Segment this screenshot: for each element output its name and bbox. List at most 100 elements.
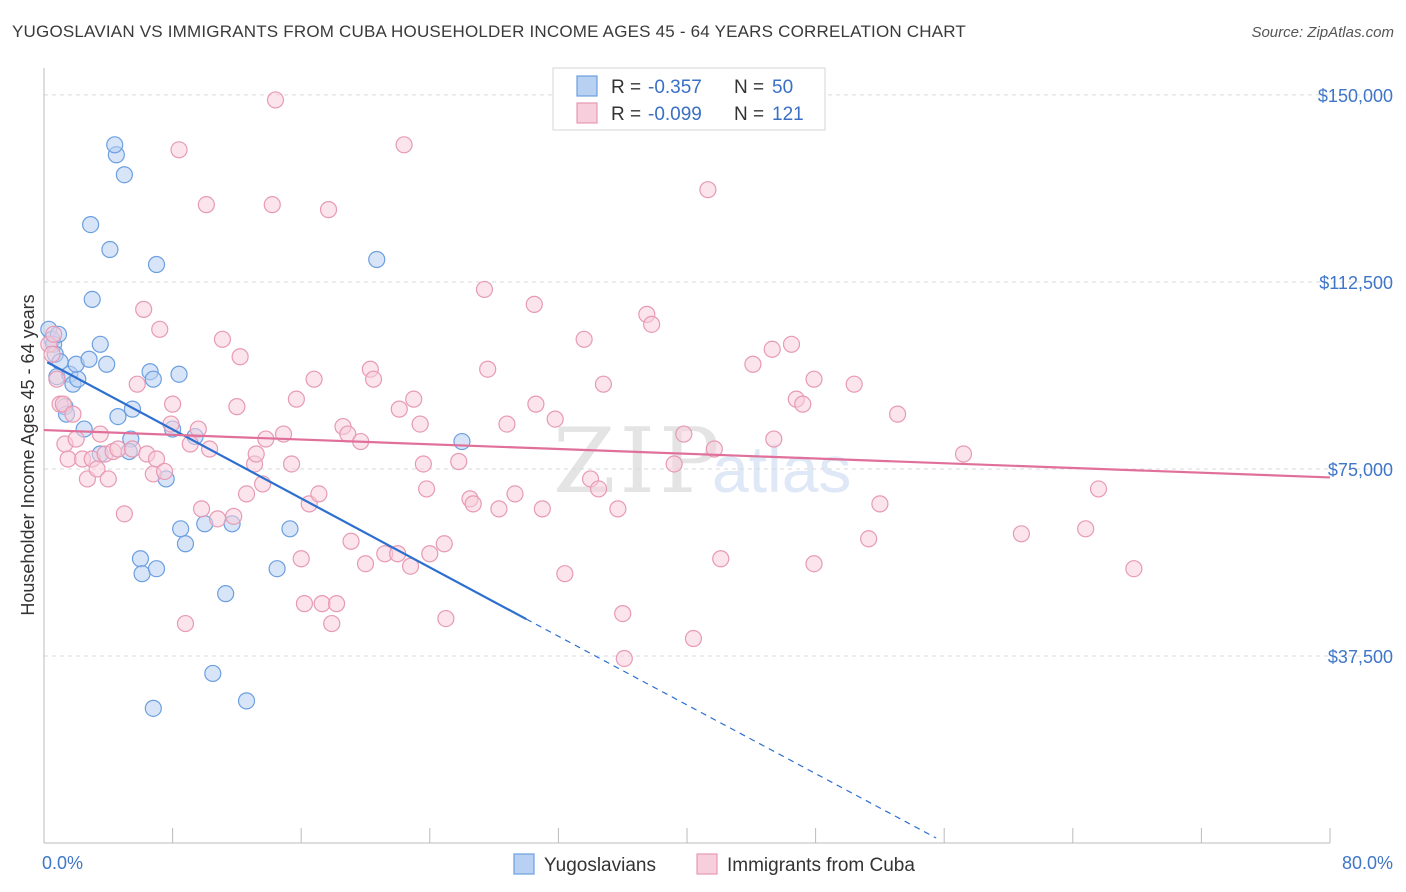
cuba-point <box>575 330 593 348</box>
y-tick-label: $112,500 <box>1319 273 1393 293</box>
cuba-point <box>527 395 545 413</box>
x-tick-label-min: 0.0% <box>42 853 83 873</box>
cuba-point <box>209 510 227 528</box>
cuba-point <box>313 595 331 613</box>
yugoslavian-point <box>131 550 150 568</box>
series-immigrants-from-cuba <box>40 91 1143 668</box>
legend-box <box>552 67 826 131</box>
legend-n-label-1: N = <box>734 77 764 98</box>
cuba-point <box>88 460 106 478</box>
cuba-point <box>231 348 249 366</box>
cuba-point <box>295 595 314 613</box>
yugoslavian-point <box>133 565 151 583</box>
yugoslavian-point <box>237 692 256 710</box>
cuba-point <box>109 440 127 458</box>
cuba-point <box>744 355 762 373</box>
cuba-point <box>176 614 195 633</box>
series-legend: Yugoslavians Immigrants from Cuba <box>513 853 915 876</box>
bottom-legend-swatch-cuba <box>696 853 718 875</box>
yugoslavian-point <box>109 408 127 426</box>
cuba-point <box>435 535 453 553</box>
cuba-point <box>437 609 455 628</box>
cuba-point <box>464 495 482 513</box>
yugoslavian-point <box>147 255 166 274</box>
watermark: ZIP atlas <box>553 409 851 514</box>
cuba-point <box>45 325 63 343</box>
legend-swatch-cuba <box>576 102 598 124</box>
yugoslavian-point <box>83 290 101 309</box>
y-axis-label: Householder Income Ages 45 - 64 years <box>18 294 38 615</box>
chart-title: YUGOSLAVIAN VS IMMIGRANTS FROM CUBA HOUS… <box>12 22 967 41</box>
yugoslavian-point <box>268 560 286 578</box>
cuba-point <box>228 398 246 416</box>
yugoslavian-point <box>115 166 133 184</box>
cuba-point <box>475 280 494 299</box>
legend-r-value-1: -0.357 <box>648 77 702 98</box>
yugoslavian-point <box>98 355 116 373</box>
cuba-point <box>421 545 439 563</box>
y-tick-label: $75,000 <box>1328 460 1393 480</box>
yugoslavian-point <box>281 520 299 538</box>
cuba-point <box>643 315 661 333</box>
cuba-point <box>888 405 907 423</box>
cuba-point <box>282 455 301 473</box>
watermark-zip: ZIP <box>553 409 724 514</box>
cuba-point <box>364 370 383 388</box>
cuba-point <box>699 181 717 199</box>
cuba-point <box>609 500 627 518</box>
cuba-point <box>805 555 823 573</box>
correlation-legend: R = -0.357 N = 50 R = -0.099 N = 121 <box>552 67 826 131</box>
cuba-point <box>479 360 497 378</box>
cuba-point <box>860 530 878 548</box>
cuba-point <box>411 415 429 433</box>
x-tick-label-max: 80.0% <box>1342 853 1393 873</box>
yugoslavian-point <box>82 216 100 234</box>
cuba-point <box>247 445 265 463</box>
cuba-point <box>237 485 256 503</box>
cuba-point <box>490 500 508 518</box>
yugoslavian-point <box>217 585 235 603</box>
cuba-point <box>1077 520 1095 538</box>
cuba-point <box>319 201 338 219</box>
cuba-point <box>705 440 723 458</box>
bottom-legend-swatch-yugoslavians <box>513 853 535 875</box>
cuba-point <box>197 196 215 214</box>
cuba-point <box>67 430 85 448</box>
cuba-point <box>589 480 608 498</box>
legend-n-value-2: 121 <box>772 104 804 125</box>
cuba-point <box>327 595 346 613</box>
yugoslavian-trend-extension <box>525 618 937 839</box>
cuba-point <box>48 370 66 388</box>
cuba-point <box>213 330 232 348</box>
cuba-point <box>390 400 408 418</box>
cuba-point <box>147 450 166 468</box>
y-tick-label: $37,500 <box>1328 647 1393 667</box>
cuba-point <box>506 485 524 503</box>
cuba-point <box>794 395 812 413</box>
cuba-point <box>192 500 211 518</box>
cuba-point <box>414 455 432 473</box>
cuba-point <box>1089 480 1108 498</box>
yugoslavian-point <box>368 250 386 269</box>
cuba-point <box>151 320 169 338</box>
cuba-point <box>128 375 146 393</box>
cuba-point <box>594 375 613 393</box>
cuba-point <box>871 495 889 513</box>
cuba-point <box>763 340 781 358</box>
cuba-point <box>417 480 436 498</box>
cuba-point <box>498 415 516 433</box>
yugoslavian-point <box>106 136 124 154</box>
yugoslavian-point <box>172 520 190 538</box>
legend-swatch-yugoslavians <box>576 75 598 97</box>
yugoslavian-point <box>176 535 195 553</box>
cuba-trend-line <box>43 428 1331 479</box>
cuba-point <box>59 450 77 468</box>
cuba-point <box>43 345 61 363</box>
cuba-point <box>310 485 328 503</box>
cuba-point <box>450 452 468 471</box>
yugoslavian-point <box>453 432 471 451</box>
cuba-point <box>99 470 117 488</box>
axes <box>43 68 1331 844</box>
cuba-point <box>765 430 783 448</box>
cuba-point <box>342 532 360 550</box>
